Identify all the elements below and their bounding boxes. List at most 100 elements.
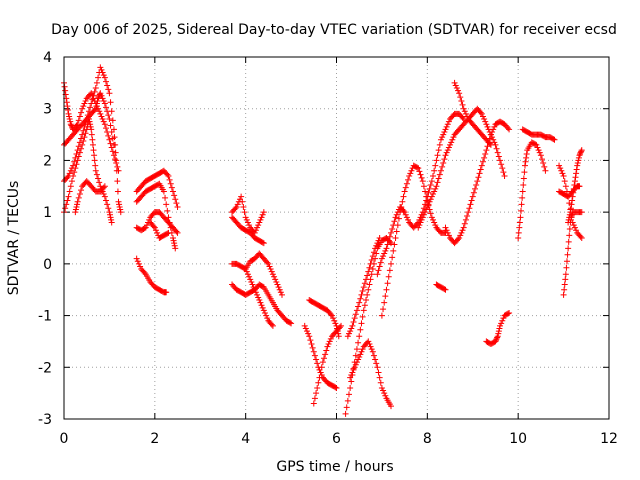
data-point [576,183,583,190]
data-point [172,196,179,203]
data-point [385,273,392,280]
data-point [133,255,140,262]
data-point [92,167,99,174]
data-point [481,154,488,161]
data-point [431,219,438,226]
data-point [315,379,322,386]
data-point [565,216,572,223]
data-point [391,241,398,248]
data-point [234,201,241,208]
data-point [521,162,528,169]
data-point [64,197,71,204]
data-point [246,222,253,229]
data-point [326,338,333,345]
data-point [450,134,457,141]
data-point [428,214,435,221]
data-point [356,333,363,340]
data-point [357,351,364,358]
data-point [561,178,568,185]
data-point [302,325,309,332]
data-point [99,116,106,123]
data-point [540,160,547,167]
data-point [241,209,248,216]
data-point [520,175,527,182]
data-point [80,103,87,110]
data-point [472,185,479,192]
data-point [477,166,484,173]
data-point [570,185,577,192]
data-point [523,154,530,161]
data-point [393,228,400,235]
data-point [345,391,352,398]
data-point [265,260,272,267]
data-point [400,193,407,200]
data-point [496,325,503,332]
data-point [541,163,548,170]
data-point [152,227,159,234]
data-point [469,193,476,200]
data-point [95,74,102,81]
data-point [563,264,570,271]
series-arc6 [133,167,181,210]
data-point [160,188,167,195]
x-tick-label: 2 [150,431,159,447]
data-point [367,260,374,267]
data-point [243,268,250,275]
data-point [374,271,381,278]
data-point [254,224,261,231]
data-point [108,219,115,226]
data-point [114,188,121,195]
data-point [107,140,114,147]
data-point [86,118,93,125]
data-point [523,150,530,157]
data-point [347,328,354,335]
data-point [490,136,497,143]
data-point [142,224,149,231]
data-point [93,103,100,110]
data-point [314,360,321,367]
data-point [489,128,496,135]
data-point [439,134,446,141]
data-point [445,144,452,151]
series-arc11 [229,193,267,236]
data-point [103,78,110,85]
data-point [504,310,511,317]
data-point [242,214,249,221]
data-point [556,162,563,169]
data-point [376,374,383,381]
data-point [352,361,359,368]
data-point [376,235,383,241]
data-point [468,197,475,204]
data-point [380,306,387,313]
series-arc33 [560,209,585,298]
data-point [321,355,328,362]
series-arc14 [229,281,295,327]
data-point [432,185,439,192]
data-point [260,307,267,314]
data-point [381,299,388,306]
data-point [109,117,116,124]
data-point [360,307,367,314]
data-point [264,315,271,322]
data-point [275,284,282,291]
data-point [533,141,540,148]
data-point [355,303,362,310]
data-point [276,286,283,293]
data-point [458,229,465,236]
series-arc16 [301,322,340,391]
data-point [165,172,172,179]
data-point [364,272,371,279]
data-point [406,172,413,179]
series-arc23 [378,162,449,319]
data-point [573,227,580,234]
data-point [497,157,503,164]
data-point [258,302,265,309]
data-point [64,103,71,110]
series-arc15 [242,266,276,329]
data-point [168,184,175,191]
series-arc32 [556,162,585,241]
data-point [459,101,466,108]
data-point [264,259,271,266]
data-point [399,198,406,205]
